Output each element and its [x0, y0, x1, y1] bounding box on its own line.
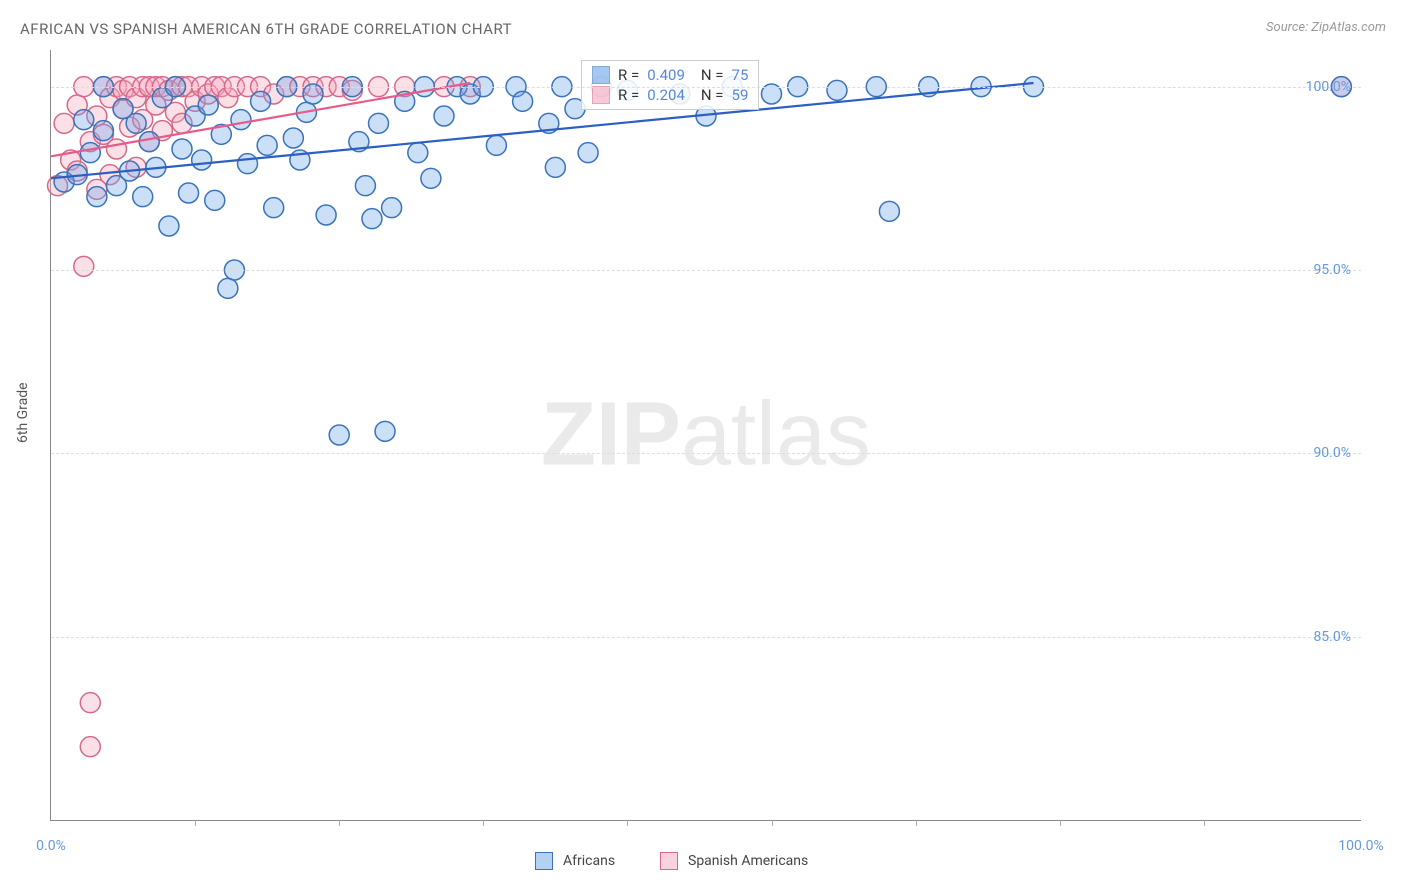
- data-point: [159, 216, 179, 236]
- data-point: [54, 113, 74, 133]
- swatch-africans: [592, 66, 610, 84]
- data-point: [827, 80, 847, 100]
- stats-N-africans: 75: [732, 66, 749, 84]
- data-point: [513, 91, 533, 111]
- gridline-h: [51, 637, 1361, 638]
- stats-R-africans: 0.409: [647, 66, 685, 84]
- data-point: [80, 143, 100, 163]
- data-point: [434, 106, 454, 126]
- chart-container: AFRICAN VS SPANISH AMERICAN 6TH GRADE CO…: [0, 0, 1406, 892]
- data-point: [375, 421, 395, 441]
- stats-row-africans: R = 0.409 N = 75: [592, 65, 748, 85]
- data-point: [578, 143, 598, 163]
- x-tick-minor: [339, 820, 340, 826]
- data-point: [329, 425, 349, 445]
- x-tick-minor: [627, 820, 628, 826]
- data-point: [408, 143, 428, 163]
- data-point: [192, 150, 212, 170]
- legend-label-spanish: Spanish Americans: [688, 853, 808, 869]
- data-point: [369, 113, 389, 133]
- data-point: [362, 209, 382, 229]
- x-tick-minor: [772, 820, 773, 826]
- data-point: [486, 135, 506, 155]
- gridline-h: [51, 270, 1361, 271]
- chart-title: AFRICAN VS SPANISH AMERICAN 6TH GRADE CO…: [20, 20, 512, 38]
- stats-R-label: R =: [618, 66, 639, 84]
- data-point: [257, 135, 277, 155]
- data-point: [139, 132, 159, 152]
- scatter-svg: [51, 50, 1361, 820]
- data-point: [133, 187, 153, 207]
- stats-N-spanish: 59: [732, 86, 749, 104]
- x-tick-label: 100.0%: [1338, 838, 1383, 854]
- stats-N-label2: N =: [701, 86, 724, 104]
- data-point: [421, 168, 441, 188]
- x-tick-minor: [1060, 820, 1061, 826]
- data-point: [87, 187, 107, 207]
- y-tick-label: 90.0%: [1313, 445, 1351, 461]
- plot-area: ZIPatlas R = 0.409 N = 75 R = 0.204 N = …: [50, 50, 1361, 821]
- data-point: [205, 190, 225, 210]
- data-point: [355, 176, 375, 196]
- stats-R-spanish: 0.204: [647, 86, 685, 104]
- y-tick-label: 95.0%: [1313, 262, 1351, 278]
- data-point: [74, 110, 94, 130]
- legend-swatch-africans: [535, 852, 553, 870]
- stats-row-spanish: R = 0.204 N = 59: [592, 85, 748, 105]
- data-point: [238, 154, 258, 174]
- y-tick-label: 85.0%: [1313, 629, 1351, 645]
- stats-R-label2: R =: [618, 86, 639, 104]
- data-point: [107, 139, 127, 159]
- legend-label-africans: Africans: [563, 853, 615, 869]
- data-point: [126, 113, 146, 133]
- swatch-spanish: [592, 86, 610, 104]
- data-point: [80, 737, 100, 757]
- data-point: [231, 110, 251, 130]
- x-tick-minor: [916, 820, 917, 826]
- data-point: [316, 205, 336, 225]
- data-point: [172, 139, 192, 159]
- legend-spanish: Spanish Americans: [660, 852, 808, 870]
- y-axis-label: 6th Grade: [15, 382, 31, 443]
- source-attribution: Source: ZipAtlas.com: [1266, 20, 1386, 35]
- gridline-h: [51, 87, 1361, 88]
- data-point: [218, 278, 238, 298]
- data-point: [74, 256, 94, 276]
- x-tick-minor: [483, 820, 484, 826]
- data-point: [879, 201, 899, 221]
- data-point: [251, 91, 271, 111]
- data-point: [283, 128, 303, 148]
- x-tick-minor: [1204, 820, 1205, 826]
- stats-box: R = 0.409 N = 75 R = 0.204 N = 59: [581, 60, 759, 110]
- data-point: [264, 198, 284, 218]
- legend-africans: Africans: [535, 852, 615, 870]
- gridline-h: [51, 453, 1361, 454]
- data-point: [198, 95, 218, 115]
- x-tick-minor: [195, 820, 196, 826]
- data-point: [382, 198, 402, 218]
- legend-swatch-spanish: [660, 852, 678, 870]
- data-point: [179, 183, 199, 203]
- data-point: [93, 121, 113, 141]
- data-point: [545, 157, 565, 177]
- y-tick-label: 100.0%: [1306, 79, 1351, 95]
- data-point: [80, 693, 100, 713]
- x-tick-label: 0.0%: [36, 838, 66, 854]
- stats-N-label: N =: [701, 66, 724, 84]
